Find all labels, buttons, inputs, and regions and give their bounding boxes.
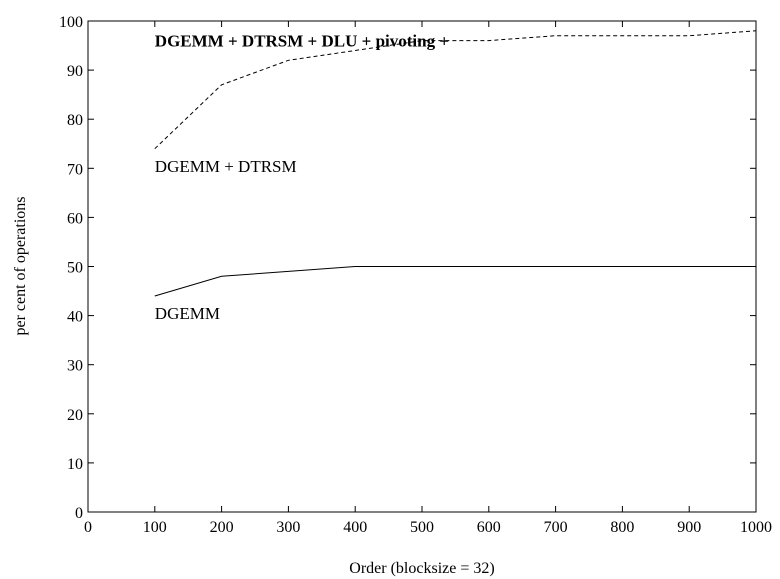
x-axis-label: Order (blocksize = 32): [349, 560, 494, 577]
annotation-label: DGEMM + DTRSM: [155, 157, 297, 176]
y-tick-label: 0: [75, 505, 83, 522]
x-tick-label: 800: [610, 519, 634, 536]
x-tick-label: 300: [276, 519, 300, 536]
y-tick-label: 50: [67, 260, 83, 277]
x-tick-label: 1000: [740, 519, 772, 536]
x-axis: 0 100 200 300 400 500 600 700 800 900 1000: [84, 21, 772, 536]
y-tick-label: 10: [67, 456, 83, 473]
x-tick-label: 400: [343, 519, 367, 536]
annotation-label: DGEMM: [155, 304, 220, 323]
y-tick-label: 30: [67, 358, 83, 375]
x-tick-label: 100: [143, 519, 167, 536]
x-tick-label: 0: [84, 519, 92, 536]
x-tick-label: 900: [677, 519, 701, 536]
x-tick-label: 600: [477, 519, 501, 536]
annotation-layer: DGEMM + DTRSM + DLU + pivoting + DGEMM + …: [155, 32, 449, 324]
annotation-label: DGEMM + DTRSM + DLU + pivoting +: [155, 32, 449, 51]
x-tick-label: 700: [544, 519, 568, 536]
series-line-dgemm-dtrsm: [154, 30, 757, 150]
y-tick-label: 100: [59, 14, 83, 31]
series-layer: [154, 30, 757, 297]
y-tick-label: 40: [67, 309, 83, 326]
x-tick-label: 500: [410, 519, 434, 536]
y-tick-label: 70: [67, 161, 83, 178]
y-axis: 0 10 20 30 40 50 60 70 80 90 100: [59, 14, 756, 522]
y-tick-label: 90: [67, 63, 83, 80]
y-tick-label: 80: [67, 112, 83, 129]
x-tick-label: 200: [210, 519, 234, 536]
series-line-dgemm: [154, 266, 756, 297]
y-axis-label: per cent of operations: [12, 196, 29, 335]
y-tick-label: 60: [67, 210, 83, 227]
y-tick-label: 20: [67, 407, 83, 424]
